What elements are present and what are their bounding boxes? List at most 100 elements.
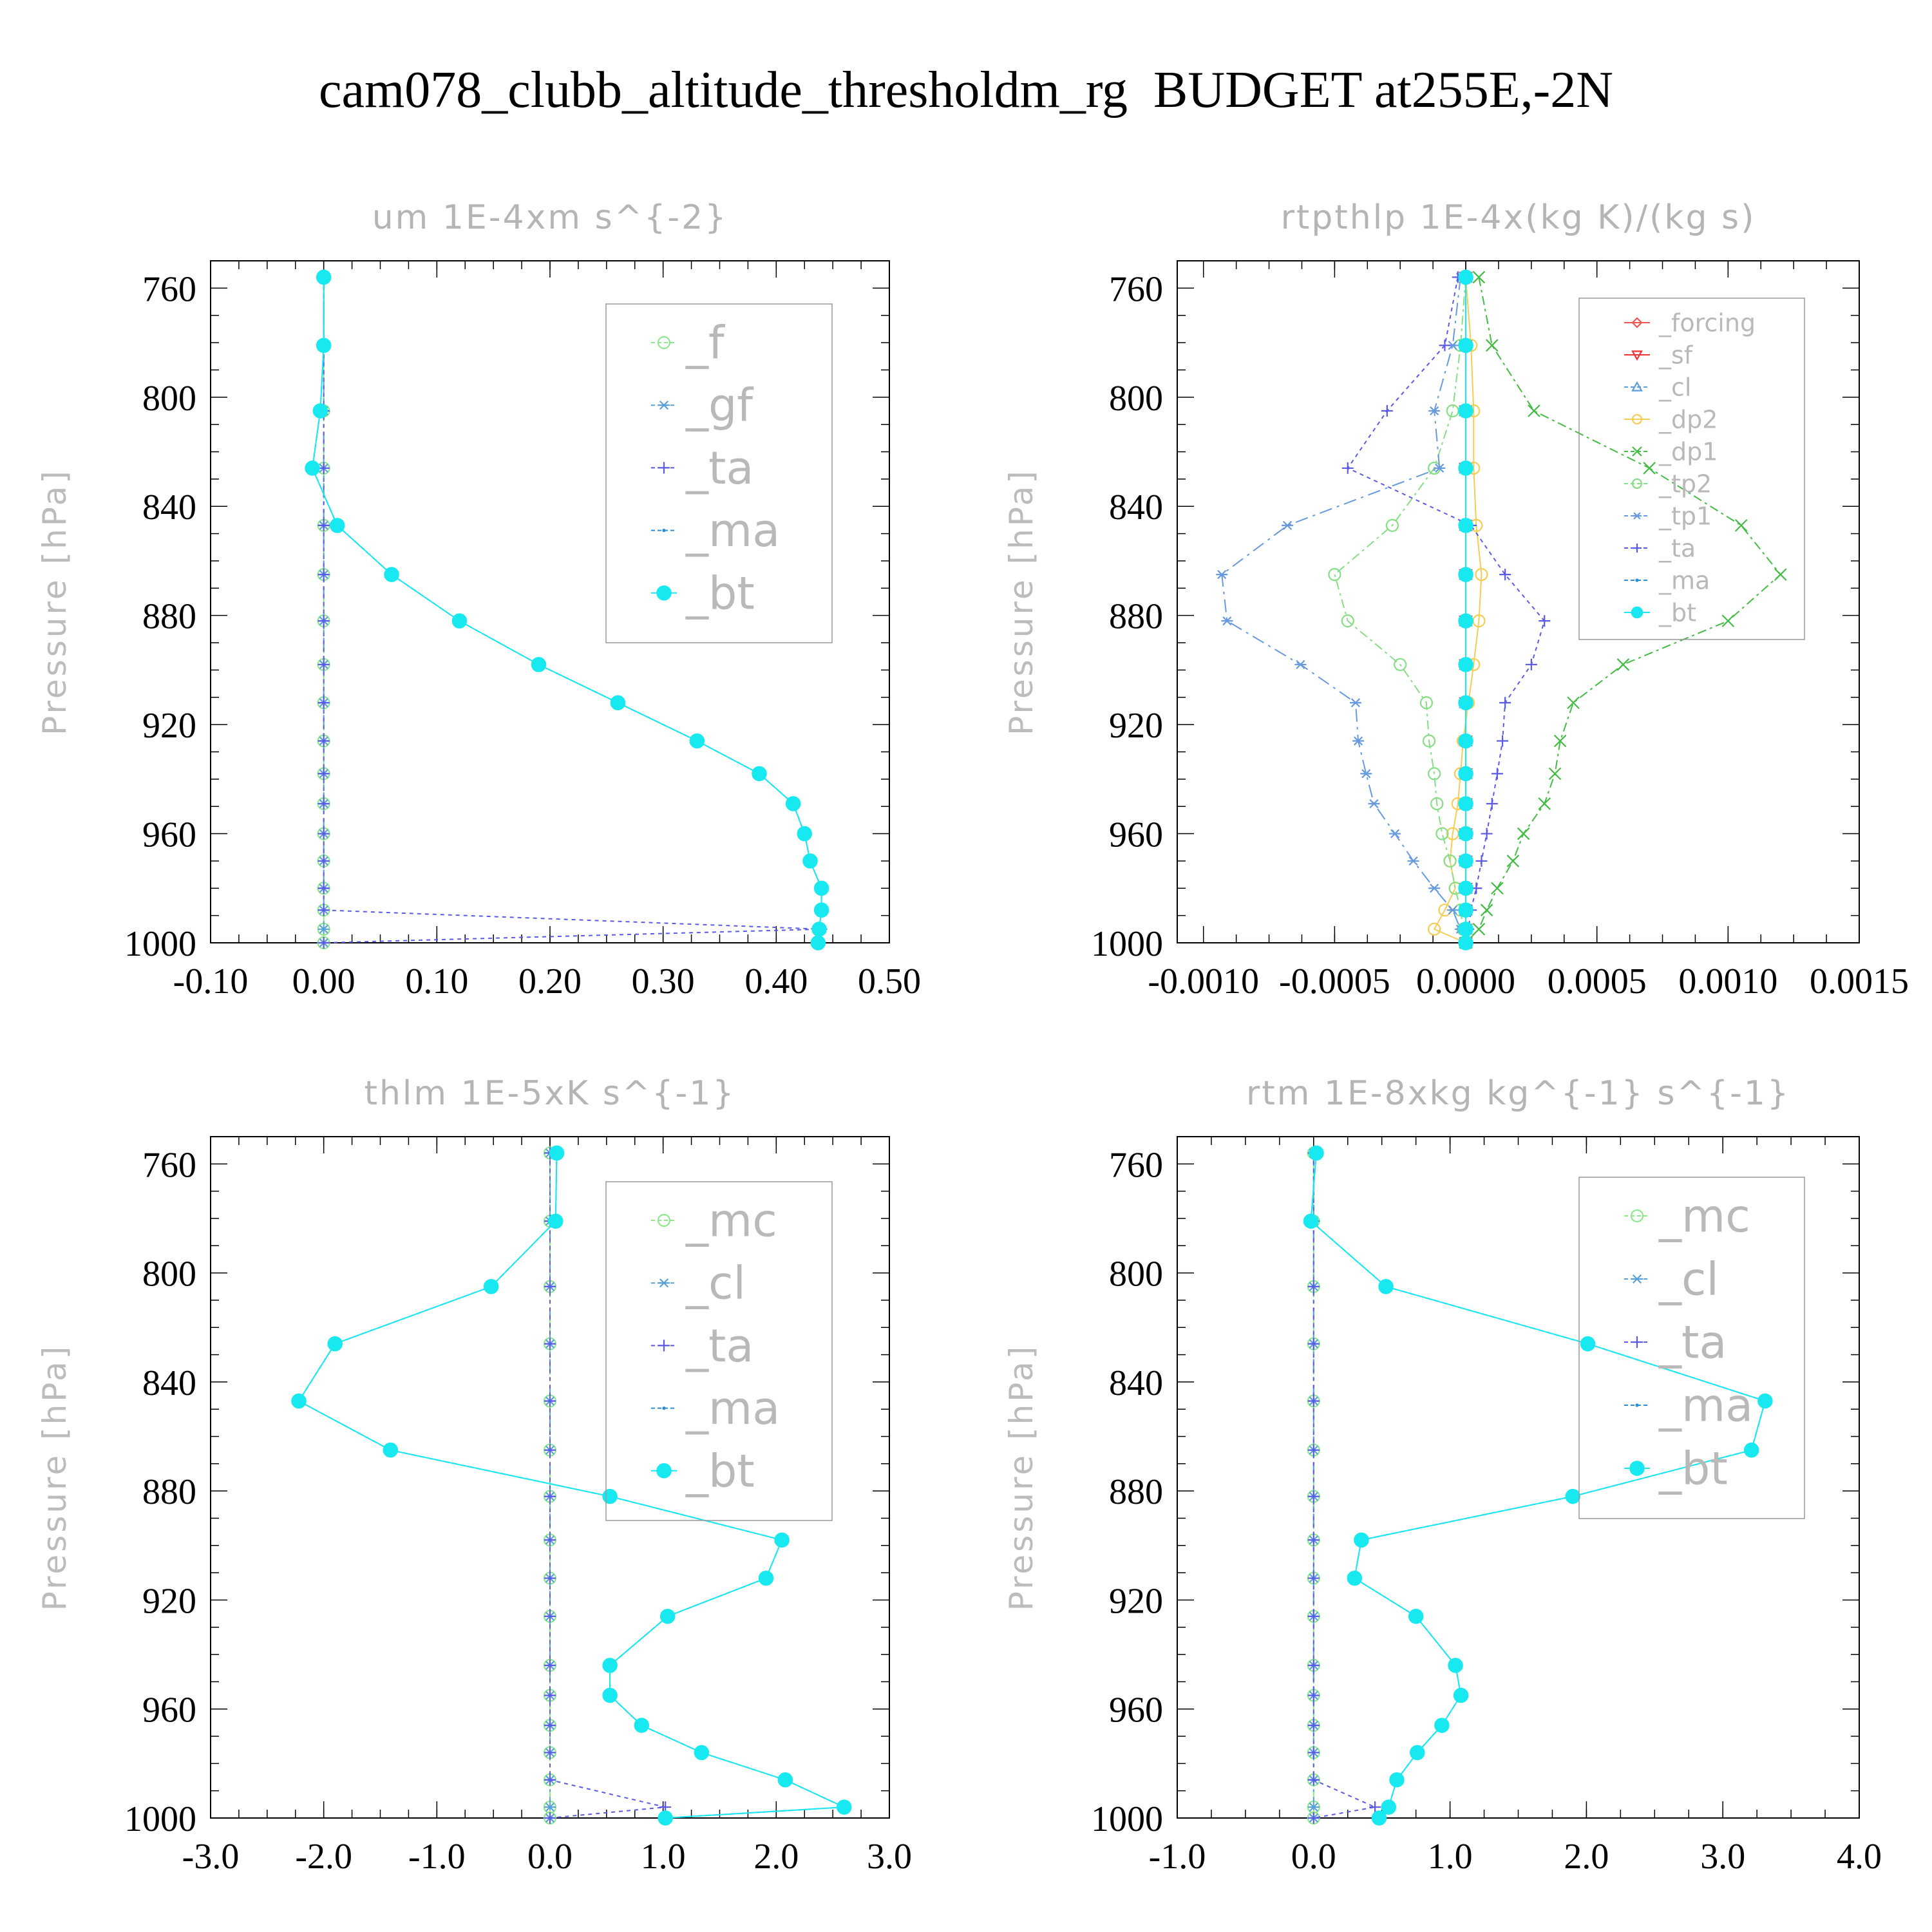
data-point-bt xyxy=(384,567,399,582)
data-point-ta xyxy=(544,1812,556,1824)
data-point-bt xyxy=(602,1658,618,1673)
legend-marker-bt xyxy=(656,585,672,601)
data-point-bt xyxy=(1580,1336,1596,1352)
legend-marker-tp1 xyxy=(1633,512,1642,520)
legend-label: _ma xyxy=(685,504,780,557)
data-point-ta xyxy=(544,1572,556,1584)
y-tick-label: 920 xyxy=(142,706,196,746)
legend-label: _mc xyxy=(1658,1190,1750,1243)
y-tick-label: 840 xyxy=(142,1363,196,1403)
data-point-bt xyxy=(1371,1810,1387,1826)
x-tick-label: 1.0 xyxy=(1428,1837,1473,1877)
legend-label: _dp2 xyxy=(1658,405,1718,433)
data-point-bt xyxy=(1458,657,1473,672)
data-point-bt xyxy=(1458,935,1473,951)
data-point-tp2 xyxy=(1385,518,1399,532)
y-axis-label: Pressure [hPa] xyxy=(1003,468,1040,735)
data-point-ta xyxy=(317,615,330,627)
data-point-ta xyxy=(1307,1660,1320,1672)
data-point-bt xyxy=(813,880,829,896)
y-tick-label: 880 xyxy=(142,1472,196,1512)
legend-label: _tp1 xyxy=(1658,502,1712,530)
data-point-dp1 xyxy=(1506,855,1520,867)
y-tick-label: 760 xyxy=(142,269,196,309)
data-point-tp2 xyxy=(1435,827,1449,840)
series-line-dp2 xyxy=(1433,277,1482,943)
data-point-ta xyxy=(1307,1610,1320,1622)
y-tick-label: 880 xyxy=(1109,1472,1163,1512)
data-point-bt xyxy=(1458,460,1473,476)
legend-marker-mc xyxy=(1630,1209,1644,1223)
data-point-bt xyxy=(1565,1488,1580,1504)
data-point-bt xyxy=(291,1393,307,1409)
legend-marker-ma xyxy=(1635,578,1639,582)
series-line-bt xyxy=(298,1153,845,1819)
x-tick-label: -0.10 xyxy=(173,961,249,1001)
data-point-tp1 xyxy=(1282,520,1294,530)
series-line-ma xyxy=(298,1153,845,1819)
data-point-bt xyxy=(1347,1570,1363,1586)
x-tick-label: 0.0005 xyxy=(1548,961,1647,1001)
data-point-bt xyxy=(1303,1213,1319,1229)
panel-rtm: rtm 1E-8xkg kg^{-1} s^{-1} Pressure [hPa]… xyxy=(1003,1074,1882,1877)
y-tick-label: 960 xyxy=(1109,1690,1163,1730)
data-point-ta xyxy=(544,1534,556,1546)
legend-marker-bt xyxy=(656,1463,672,1479)
data-point-bt xyxy=(602,1488,618,1504)
legend-marker-ta xyxy=(1631,1336,1643,1348)
data-point-cl xyxy=(544,1802,556,1812)
panel-rtpthlp: rtpthlp 1E-4x(kg K)/(kg s) Pressure [hPa]… xyxy=(1003,198,1909,1001)
data-point-bt xyxy=(694,1745,710,1761)
data-point-ta xyxy=(1525,658,1537,670)
data-point-ta xyxy=(317,937,330,949)
data-point-ta xyxy=(1486,797,1498,810)
y-tick-label: 1000 xyxy=(1091,1799,1163,1839)
data-point-cl xyxy=(1307,1802,1320,1812)
data-point-bt xyxy=(1743,1442,1759,1458)
legend-box xyxy=(605,303,833,643)
legend-label: _gf xyxy=(685,379,753,432)
series-line-tp1 xyxy=(1221,277,1466,943)
plot-frame xyxy=(1177,1136,1860,1819)
x-tick-label: 0.0 xyxy=(527,1837,573,1877)
panel-title: um 1E-4xm s^{-2} xyxy=(372,198,728,237)
legend-marker-cl xyxy=(1631,1274,1643,1284)
y-tick-label: 960 xyxy=(1109,815,1163,855)
data-point-ta xyxy=(317,768,330,780)
data-point-tp2 xyxy=(1341,614,1354,628)
panel-title: thlm 1E-5xK s^{-1} xyxy=(365,1074,736,1113)
legend-label: _forcing xyxy=(1658,308,1756,337)
data-point-ta xyxy=(317,828,330,840)
data-point-bt xyxy=(1458,853,1473,869)
data-point-bt xyxy=(327,1336,343,1352)
y-tick-label: 840 xyxy=(1109,488,1163,527)
y-tick-label: 1000 xyxy=(124,1799,196,1839)
x-tick-label: 0.20 xyxy=(518,961,582,1001)
data-point-dp1 xyxy=(1567,696,1580,710)
data-point-bt xyxy=(774,1532,790,1548)
data-point-bt xyxy=(634,1718,650,1733)
legend-label: _dp1 xyxy=(1658,437,1718,466)
data-point-ta xyxy=(1307,1444,1320,1456)
data-point-tp1 xyxy=(1360,769,1372,779)
data-point-bt xyxy=(549,1145,565,1161)
data-point-dp1 xyxy=(1485,339,1499,352)
x-tick-label: 1.0 xyxy=(641,1837,686,1877)
x-tick-label: 0.0 xyxy=(1291,1837,1336,1877)
data-point-ta xyxy=(1307,1812,1320,1824)
x-tick-label: 3.0 xyxy=(867,1837,912,1877)
data-point-bt xyxy=(1458,766,1473,782)
data-point-dp2 xyxy=(1475,568,1488,582)
legend-box xyxy=(605,1181,833,1521)
legend-label: _bt xyxy=(685,1444,755,1497)
legend-label: _cl xyxy=(1658,1253,1719,1306)
data-point-dp1 xyxy=(1548,767,1562,781)
data-point-ta xyxy=(544,1747,556,1759)
data-point-ta xyxy=(544,1395,556,1407)
data-point-bt xyxy=(1458,922,1473,937)
data-point-ta xyxy=(1307,1338,1320,1350)
legend-marker-ta xyxy=(658,462,670,474)
data-point-ta xyxy=(317,569,330,581)
y-tick-label: 960 xyxy=(142,815,196,855)
